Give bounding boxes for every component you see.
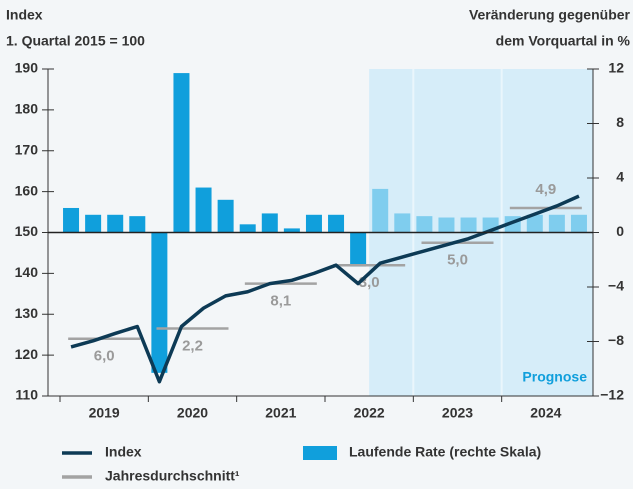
index-line xyxy=(70,194,580,384)
bar xyxy=(85,214,102,233)
bar xyxy=(460,217,477,233)
y2-tick-label: −4 xyxy=(608,278,624,294)
y2-tick-label: 0 xyxy=(616,223,624,239)
y-tick-label: 160 xyxy=(15,182,39,198)
y-tick-label: 180 xyxy=(15,101,39,117)
bar xyxy=(328,214,345,233)
x-tick-label: 2024 xyxy=(530,405,561,421)
annual-rate-label: 4,9 xyxy=(535,181,556,198)
x-tick-label: 2019 xyxy=(89,405,120,421)
bar xyxy=(526,214,543,233)
bar xyxy=(239,224,256,233)
bar xyxy=(394,213,411,233)
legend-label: Jahresdurchschnitt¹ xyxy=(105,468,240,484)
right-axis-title: Veränderung gegenüber xyxy=(469,7,631,23)
bar xyxy=(438,217,455,233)
y2-tick-label: −12 xyxy=(600,387,624,403)
bar xyxy=(570,214,587,233)
bar xyxy=(372,188,389,233)
legend-swatch xyxy=(303,446,337,460)
bar xyxy=(305,214,322,233)
left-axis-title: 1. Quartal 2015 = 100 xyxy=(6,33,145,49)
annual-rate-label: 6,0 xyxy=(94,348,115,365)
x-tick-label: 2022 xyxy=(354,405,385,421)
annual-rate-label: 3,0 xyxy=(359,274,380,291)
legend-label: Index xyxy=(105,444,142,460)
bar xyxy=(107,214,124,233)
x-tick-label: 2020 xyxy=(177,405,208,421)
bar xyxy=(548,214,565,233)
bar xyxy=(261,213,278,233)
bar xyxy=(350,232,367,267)
bar xyxy=(173,73,190,233)
y2-tick-label: 12 xyxy=(608,60,624,76)
y-tick-label: 140 xyxy=(15,264,39,280)
y-tick-label: 130 xyxy=(15,305,39,321)
x-tick-label: 2021 xyxy=(265,405,296,421)
annual-rate-label: 5,0 xyxy=(447,252,468,269)
x-tick-label: 2023 xyxy=(442,405,473,421)
y-tick-label: 170 xyxy=(15,141,39,157)
y-tick-label: 190 xyxy=(15,60,39,76)
y2-tick-label: 8 xyxy=(616,114,624,130)
bar xyxy=(283,228,300,233)
annual-rate-label: 8,1 xyxy=(270,293,291,310)
y-tick-label: 120 xyxy=(15,346,39,362)
bar xyxy=(195,187,212,233)
bar xyxy=(416,216,433,233)
legend-label: Laufende Rate (rechte Skala) xyxy=(349,444,541,460)
right-axis-title: dem Vorquartal in % xyxy=(496,33,631,49)
bar xyxy=(151,232,168,373)
left-axis-title: Index xyxy=(6,7,43,23)
bar xyxy=(217,199,234,233)
annual-rate-label: 2,2 xyxy=(182,338,203,355)
y-tick-label: 110 xyxy=(15,387,38,403)
y-tick-label: 150 xyxy=(15,223,39,239)
y2-tick-label: −8 xyxy=(608,332,624,348)
y2-tick-label: 4 xyxy=(616,169,624,185)
bar xyxy=(129,216,146,233)
bar xyxy=(63,207,80,233)
forecast-label: Prognose xyxy=(522,369,587,385)
